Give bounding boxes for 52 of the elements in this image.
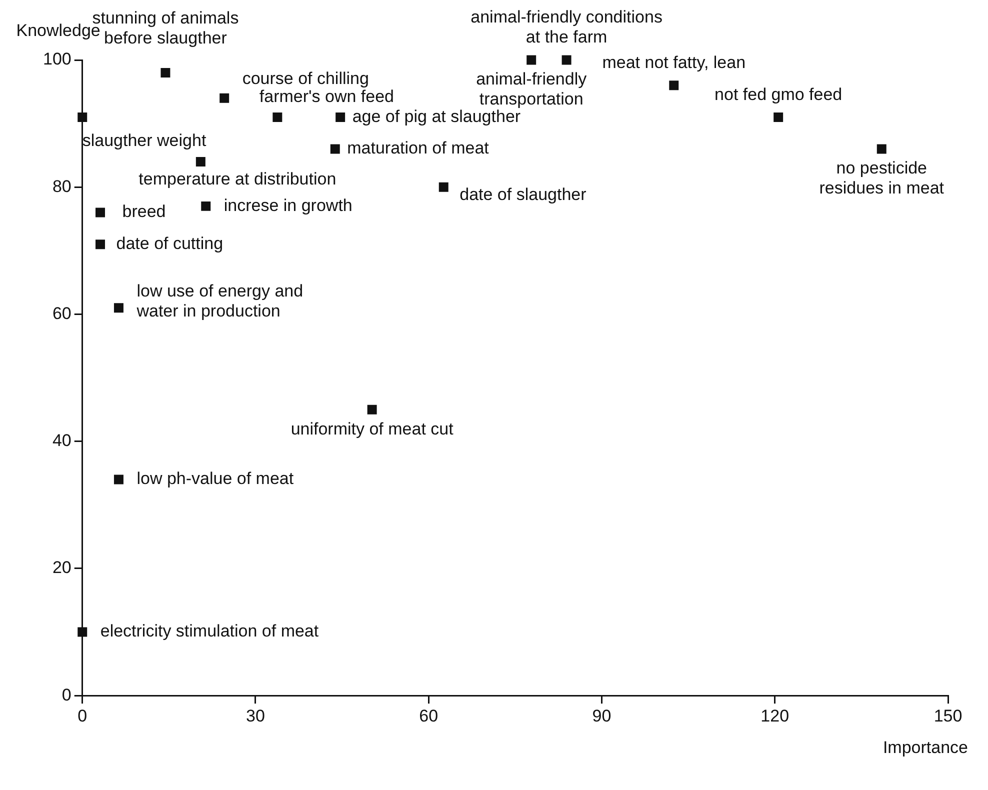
annotation: slaugther weight xyxy=(82,130,206,150)
point xyxy=(330,144,340,154)
y-tick-label: 20 xyxy=(52,558,72,578)
annotation: not fed gmo feed xyxy=(714,84,842,104)
annotation: date of slaugther xyxy=(460,184,587,204)
y-tick-label: 100 xyxy=(42,50,72,69)
point xyxy=(201,201,211,211)
annotation: animal-friendly transportation xyxy=(476,70,588,109)
y-tick-label: 0 xyxy=(62,685,72,704)
x-tick-label: 0 xyxy=(78,706,88,726)
point xyxy=(526,55,536,65)
x-tick-label: 60 xyxy=(419,706,438,726)
annotation: age of pig at slaugther xyxy=(352,106,521,126)
point xyxy=(96,240,105,250)
annotation: date of cutting xyxy=(116,234,224,254)
point xyxy=(562,55,572,65)
x-tick-label: 150 xyxy=(934,706,962,726)
annotation: maturation of meat xyxy=(347,138,490,158)
annotation: electricity stimulation of meat xyxy=(100,622,319,641)
point xyxy=(336,112,346,122)
point xyxy=(774,112,784,122)
point xyxy=(114,303,124,313)
annotation: uniformity of meat cut xyxy=(290,419,454,438)
y-tick-label: 60 xyxy=(52,304,72,323)
annotation: increse in growth xyxy=(224,196,352,215)
point xyxy=(78,627,88,637)
annotation: low use of energy and water in production xyxy=(136,282,304,321)
point xyxy=(114,474,124,484)
point xyxy=(160,68,170,78)
point xyxy=(272,112,282,122)
point xyxy=(220,93,230,103)
point xyxy=(438,182,448,192)
point xyxy=(96,208,105,218)
point xyxy=(669,80,679,90)
y-tick-label: 80 xyxy=(52,176,72,196)
x-tick-label: 90 xyxy=(592,706,612,726)
annotation: course of chilling xyxy=(242,68,369,88)
point xyxy=(876,144,886,154)
annotation: temperature at distribution xyxy=(138,169,336,188)
annotation: breed xyxy=(122,202,166,222)
annotation: meat not fatty, lean xyxy=(602,53,746,72)
point xyxy=(78,112,88,122)
annotation: farmer's own feed xyxy=(259,86,394,106)
annotation: animal-friendly conditions at the farm xyxy=(470,8,662,47)
x-tick-label: 120 xyxy=(760,706,790,726)
x-axis-title: Importance xyxy=(882,738,968,757)
point xyxy=(196,156,206,166)
point xyxy=(367,404,377,414)
annotation: no pesticide residues in meat xyxy=(819,158,944,198)
annotation: low ph-value of meat xyxy=(136,469,294,488)
x-tick-label: 30 xyxy=(246,706,265,726)
y-tick-label: 40 xyxy=(52,431,72,450)
